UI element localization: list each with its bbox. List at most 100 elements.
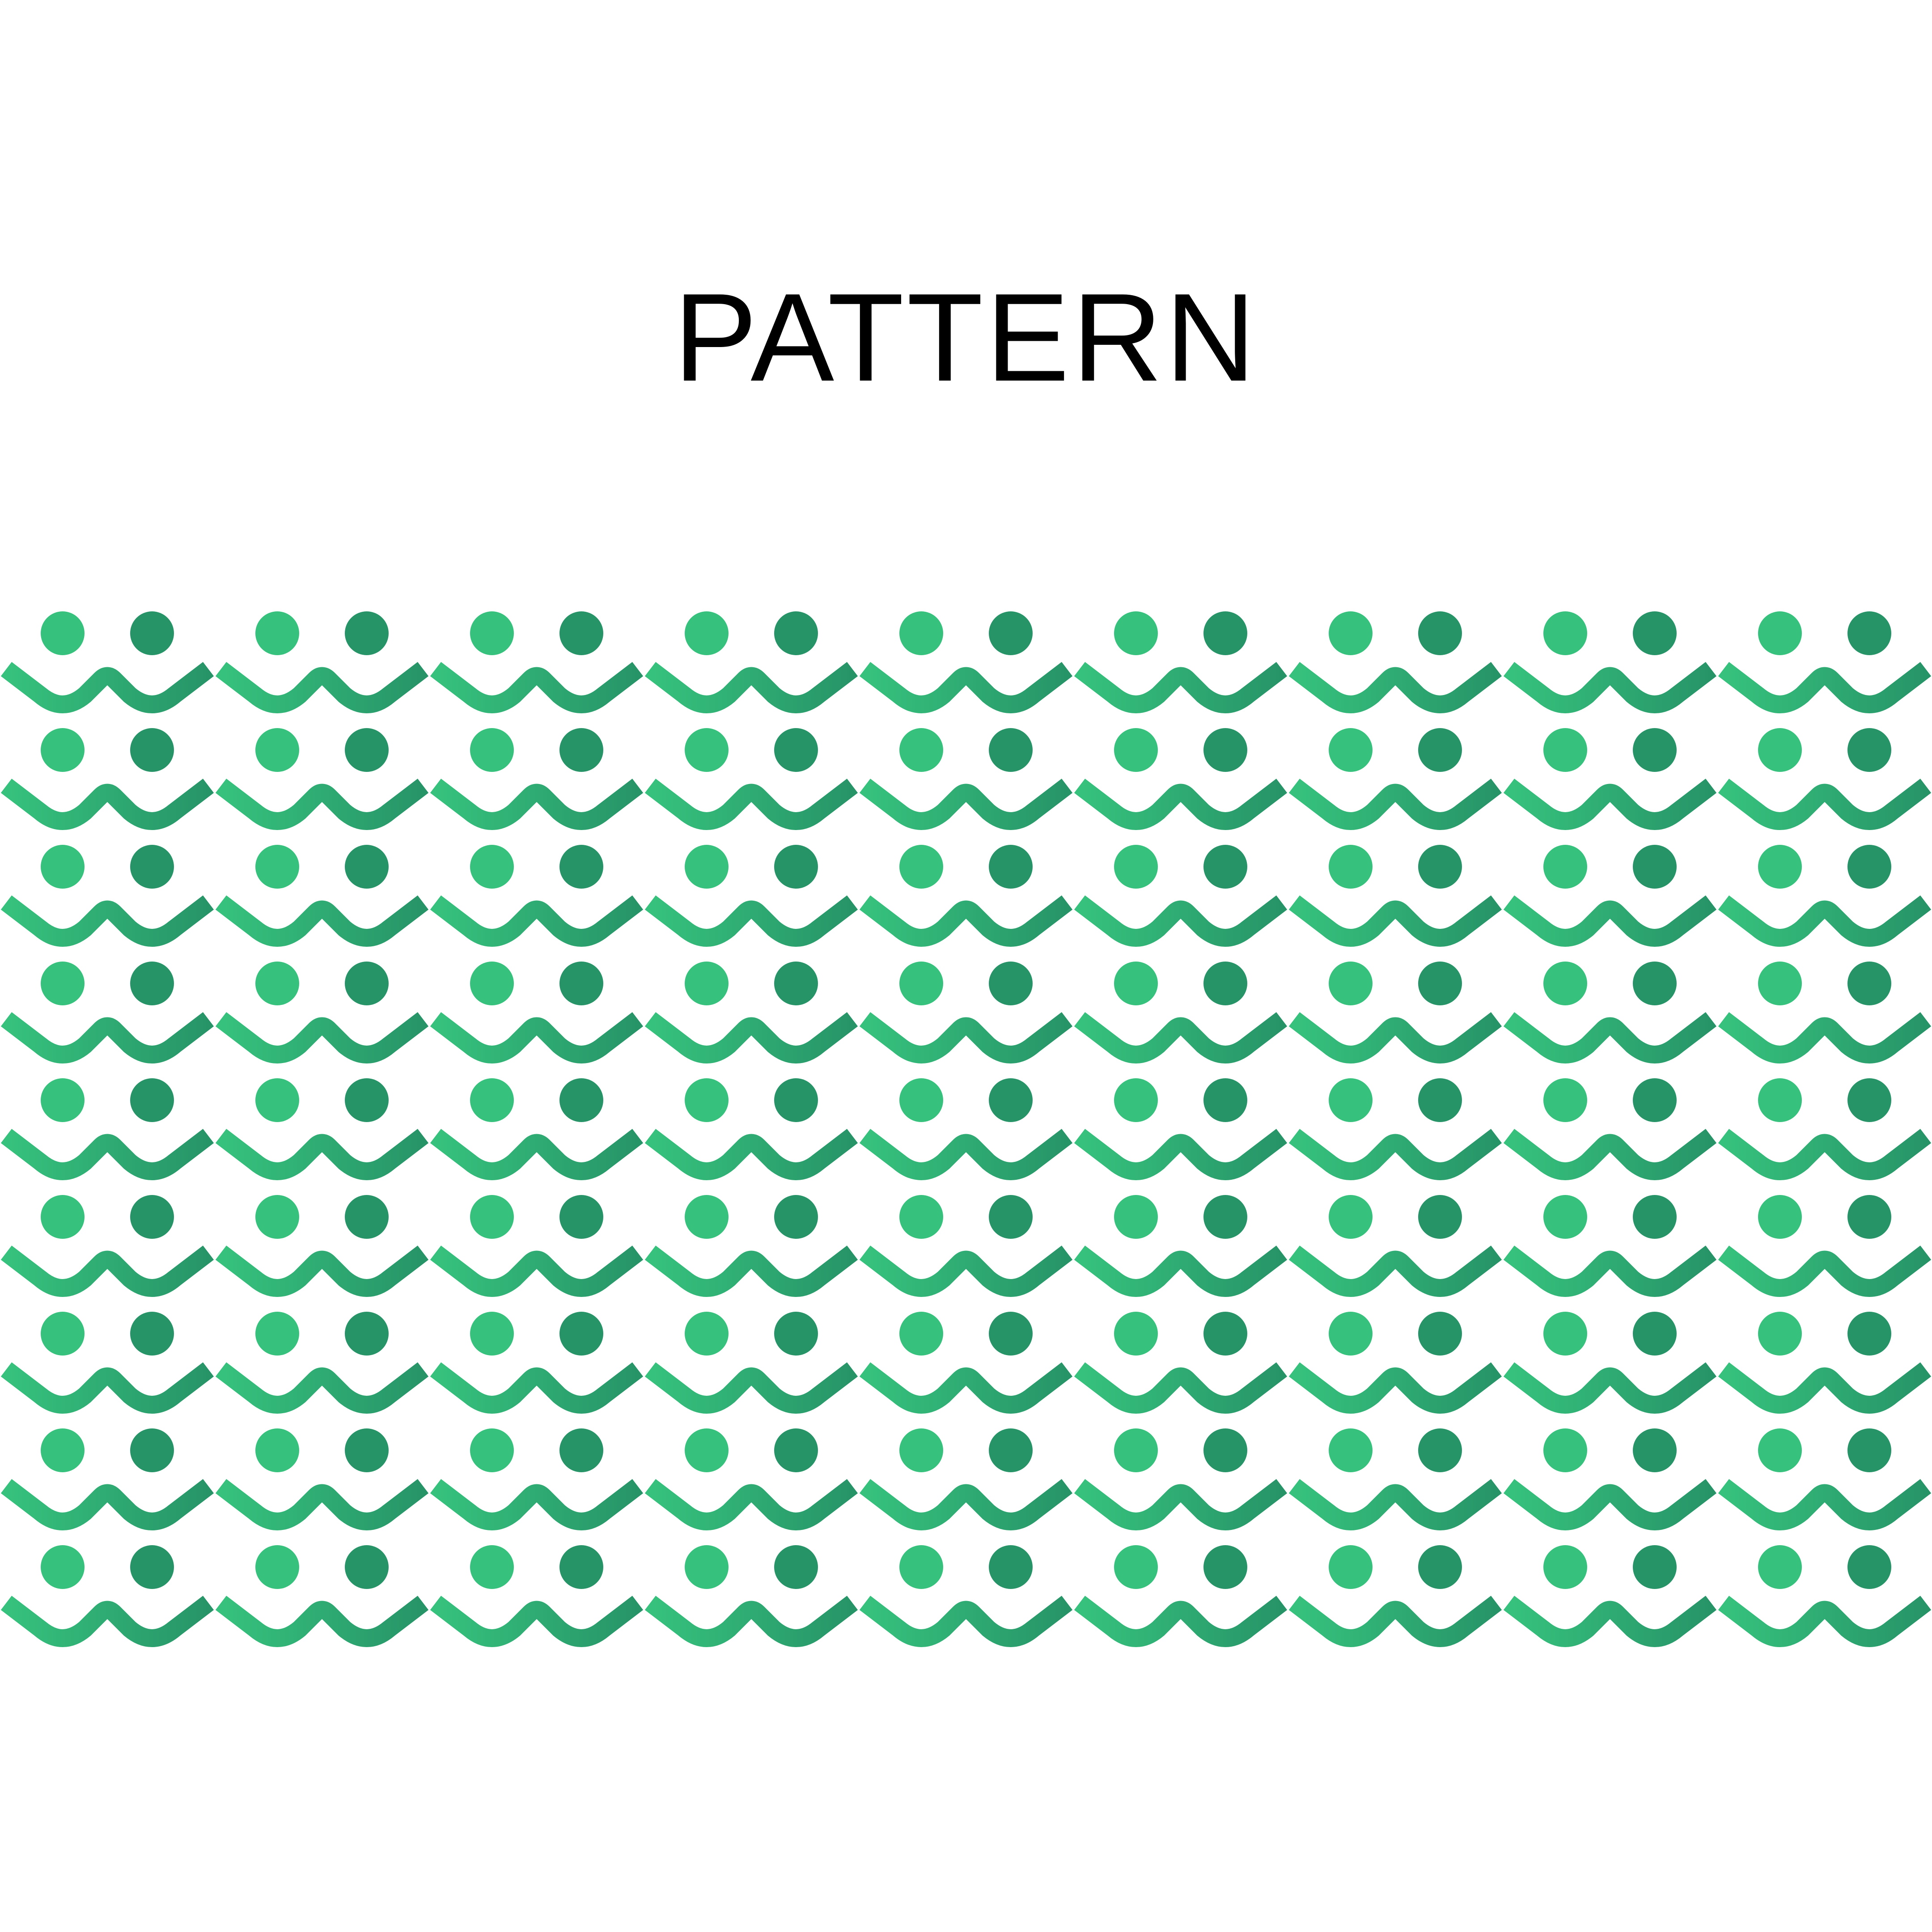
motif-head-left (470, 1545, 514, 1589)
motif-arms-line (1503, 1362, 1717, 1414)
motif-head-left (1758, 962, 1802, 1005)
motif-arms-line (1288, 1012, 1502, 1063)
motif-head-right (345, 1195, 389, 1239)
motif-head-left (1114, 611, 1158, 655)
pattern-motif (859, 1545, 1073, 1647)
motif-head-left (1329, 1545, 1373, 1589)
motif-head-right (559, 1312, 603, 1356)
motif-head-left (255, 1312, 299, 1356)
motif-head-right (130, 611, 174, 655)
motif-arms-line (0, 779, 214, 830)
motif-head-left (1114, 728, 1158, 772)
motif-head-left (1543, 1312, 1587, 1356)
pattern-motif (644, 1312, 858, 1414)
pattern-motif (1718, 1195, 1932, 1297)
motif-head-right (130, 962, 174, 1005)
motif-head-right (1633, 845, 1677, 889)
motif-arms-line (644, 779, 858, 830)
pattern-motif (1503, 1312, 1717, 1414)
motif-arms-line (0, 1012, 214, 1063)
motif-head-left (1329, 962, 1373, 1005)
motif-head-left (685, 1312, 729, 1356)
pattern-motif (1503, 845, 1717, 947)
motif-arms-line (430, 1479, 644, 1530)
motif-arms-line (859, 1479, 1073, 1530)
motif-arms-line (1288, 1129, 1502, 1180)
pattern-motif (859, 728, 1073, 830)
motif-head-right (1633, 1078, 1677, 1122)
motif-head-right (774, 611, 818, 655)
pattern-motif (430, 1195, 644, 1297)
motif-head-left (41, 1312, 85, 1356)
motif-arms-line (1288, 1362, 1502, 1414)
motif-head-right (1418, 1312, 1462, 1356)
motif-head-left (1758, 1428, 1802, 1472)
pattern-motif (1718, 1428, 1932, 1530)
motif-arms-line (215, 1129, 429, 1180)
motif-head-right (1418, 1195, 1462, 1239)
pattern-motif (215, 1195, 429, 1297)
pattern-motif (1503, 1545, 1717, 1647)
motif-head-right (1847, 845, 1891, 889)
motif-arms-line (1288, 1479, 1502, 1530)
motif-head-left (1758, 1312, 1802, 1356)
motif-head-right (559, 728, 603, 772)
motif-head-left (899, 728, 943, 772)
motif-arms-line (644, 1479, 858, 1530)
motif-arms-line (1074, 1246, 1288, 1297)
motif-head-right (345, 728, 389, 772)
pattern-motif (1288, 1545, 1502, 1647)
motif-head-left (1329, 1312, 1373, 1356)
motif-head-right (559, 845, 603, 889)
motif-head-right (345, 962, 389, 1005)
pattern-motif (1074, 845, 1288, 947)
motif-head-left (470, 845, 514, 889)
motif-arms-line (1503, 1596, 1717, 1647)
motif-head-left (899, 962, 943, 1005)
motif-head-right (989, 1428, 1033, 1472)
pattern-motif (644, 611, 858, 713)
motif-arms-line (1074, 1129, 1288, 1180)
motif-head-left (685, 611, 729, 655)
motif-arms-line (1503, 662, 1717, 713)
motif-head-right (1203, 1428, 1247, 1472)
motif-head-left (899, 1428, 943, 1472)
pattern-motif (1503, 962, 1717, 1063)
motif-head-left (41, 962, 85, 1005)
motif-arms-line (430, 1129, 644, 1180)
motif-arms-line (0, 1246, 214, 1297)
motif-arms-line (1503, 1479, 1717, 1530)
motif-arms-line (859, 1362, 1073, 1414)
motif-arms-line (430, 1246, 644, 1297)
motif-head-left (41, 1545, 85, 1589)
motif-head-left (685, 1195, 729, 1239)
motif-head-right (774, 845, 818, 889)
motif-head-right (1418, 1428, 1462, 1472)
motif-head-left (685, 962, 729, 1005)
motif-head-left (899, 845, 943, 889)
motif-arms-line (644, 1362, 858, 1414)
motif-head-right (559, 611, 603, 655)
pattern-motif (215, 845, 429, 947)
motif-head-right (130, 1078, 174, 1122)
pattern-motif (1074, 611, 1288, 713)
motif-head-right (1418, 728, 1462, 772)
motif-arms-line (644, 662, 858, 713)
motif-arms-line (430, 779, 644, 830)
motif-head-left (1114, 1195, 1158, 1239)
motif-head-right (774, 1078, 818, 1122)
motif-head-left (41, 1078, 85, 1122)
motif-head-left (255, 845, 299, 889)
motif-head-right (774, 1545, 818, 1589)
pattern-motif (1288, 1428, 1502, 1530)
motif-head-left (1114, 1312, 1158, 1356)
motif-head-left (1114, 1545, 1158, 1589)
pattern-motif (215, 962, 429, 1063)
pattern-motif (859, 1078, 1073, 1180)
motif-head-right (130, 728, 174, 772)
motif-head-left (1329, 611, 1373, 655)
motif-arms-line (215, 1012, 429, 1063)
motif-arms-line (1288, 662, 1502, 713)
motif-head-left (41, 845, 85, 889)
